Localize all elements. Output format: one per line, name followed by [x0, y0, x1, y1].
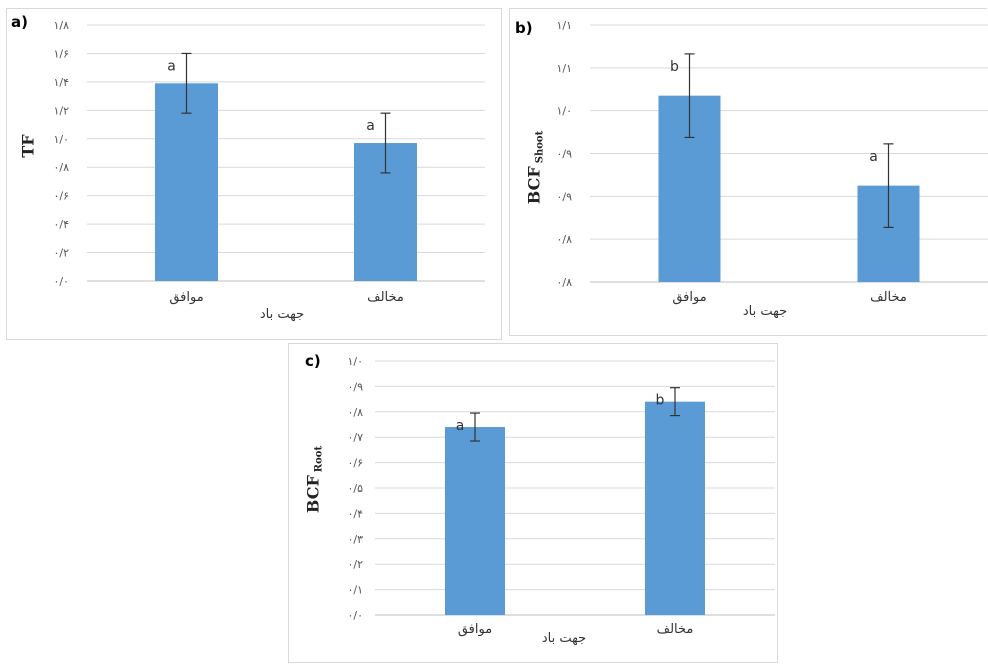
significance-letter: a [167, 58, 176, 74]
y-tick-label: ۱/۰ [53, 133, 69, 146]
category-label: موافق [169, 290, 203, 305]
y-tick-label: ۰/۸ [347, 406, 363, 419]
y-tick-label: ۰/۲ [53, 247, 69, 260]
x-axis-title: جهت باد [742, 304, 788, 319]
chart-panel-b: b) BCFShoot جهت باد ۰/۸ ۰/۸ ۰/۹ ۰/۹ ۱/۰ ۱/۱ ۱/… [509, 8, 988, 336]
x-axis-title: جهت باد [259, 307, 305, 322]
y-tick-label: ۰/۰ [347, 609, 363, 622]
y-tick-label: ۰/۱ [347, 584, 363, 597]
chart-svg-c: ۰/۰ ۰/۱ ۰/۲ ۰/۳ ۰/۴ ۰/۵ ۰/۶ ۰/۷ ۰/۸ ۰/۹ ۱/۰ a موافق b… [347, 355, 775, 637]
y-tick-label: ۱/۱ [556, 19, 572, 32]
y-tick-label: ۰/۶ [347, 457, 363, 470]
panel-label: c) [305, 352, 321, 370]
panel-label: b) [515, 19, 533, 37]
category-label: موافق [458, 622, 492, 637]
y-tick-label: ۰/۹ [556, 190, 572, 203]
bar [155, 83, 218, 281]
x-axis-title: جهت باد [541, 631, 587, 646]
y-tick-label: ۱/۱ [556, 62, 572, 75]
y-tick-label: ۰/۸ [556, 233, 572, 246]
y-tick-label: ۱/۸ [53, 19, 69, 32]
bar [645, 401, 705, 615]
chart-svg-a: ۰/۰ ۰/۲ ۰/۴ ۰/۶ ۰/۸ ۱/۰ ۱/۲ ۱/۴ ۱/۶ ۱/۸ a موافق a مخا… [53, 19, 485, 305]
significance-letter: a [869, 149, 878, 165]
significance-letter: a [366, 118, 375, 134]
significance-letter: a [456, 418, 465, 434]
y-tick-label: ۰/۲ [347, 558, 363, 571]
category-label: موافق [672, 290, 706, 305]
y-tick-label: ۰/۴ [53, 218, 69, 231]
category-label: مخالف [367, 290, 404, 305]
y-tick-label: ۰/۸ [53, 161, 69, 174]
y-tick-label: ۰/۳ [347, 533, 363, 546]
category-label: مخالف [870, 290, 907, 305]
significance-letter: b [656, 393, 665, 409]
y-tick-label: ۰/۸ [556, 276, 572, 289]
panel-label: a) [11, 13, 28, 31]
y-tick-label: ۰/۵ [347, 482, 363, 495]
chart-panel-a: a) TF جهت باد ۰/۰ ۰/۲ ۰/۴ ۰/۶ ۰/۸ ۱/۰ ۱/۲ ۱/۴ ۱/… [6, 8, 502, 340]
y-tick-label: ۱/۶ [53, 47, 69, 60]
y-tick-label: ۱/۰ [347, 355, 363, 368]
y-tick-label: ۰/۴ [347, 507, 363, 520]
y-tick-label: ۰/۰ [53, 275, 69, 288]
y-tick-label: ۱/۲ [53, 104, 69, 117]
chart-svg-b: ۰/۸ ۰/۸ ۰/۹ ۰/۹ ۱/۰ ۱/۱ ۱/۱ b موافق a مخالف [556, 19, 988, 305]
y-tick-label: ۱/۴ [53, 76, 69, 89]
bar [445, 427, 505, 615]
y-tick-label: ۰/۹ [347, 380, 363, 393]
y-tick-label: ۰/۹ [556, 148, 572, 161]
y-tick-label: ۱/۰ [556, 105, 572, 118]
category-label: مخالف [657, 622, 694, 637]
significance-letter: b [670, 59, 679, 75]
y-tick-label: ۰/۶ [53, 190, 69, 203]
y-tick-label: ۰/۷ [347, 431, 363, 444]
chart-panel-c: c) BCFRoot جهت باد ۰/۰ ۰/۱ ۰/۲ ۰/۳ ۰/۴ ۰/۵ ۰/۶… [288, 343, 778, 663]
